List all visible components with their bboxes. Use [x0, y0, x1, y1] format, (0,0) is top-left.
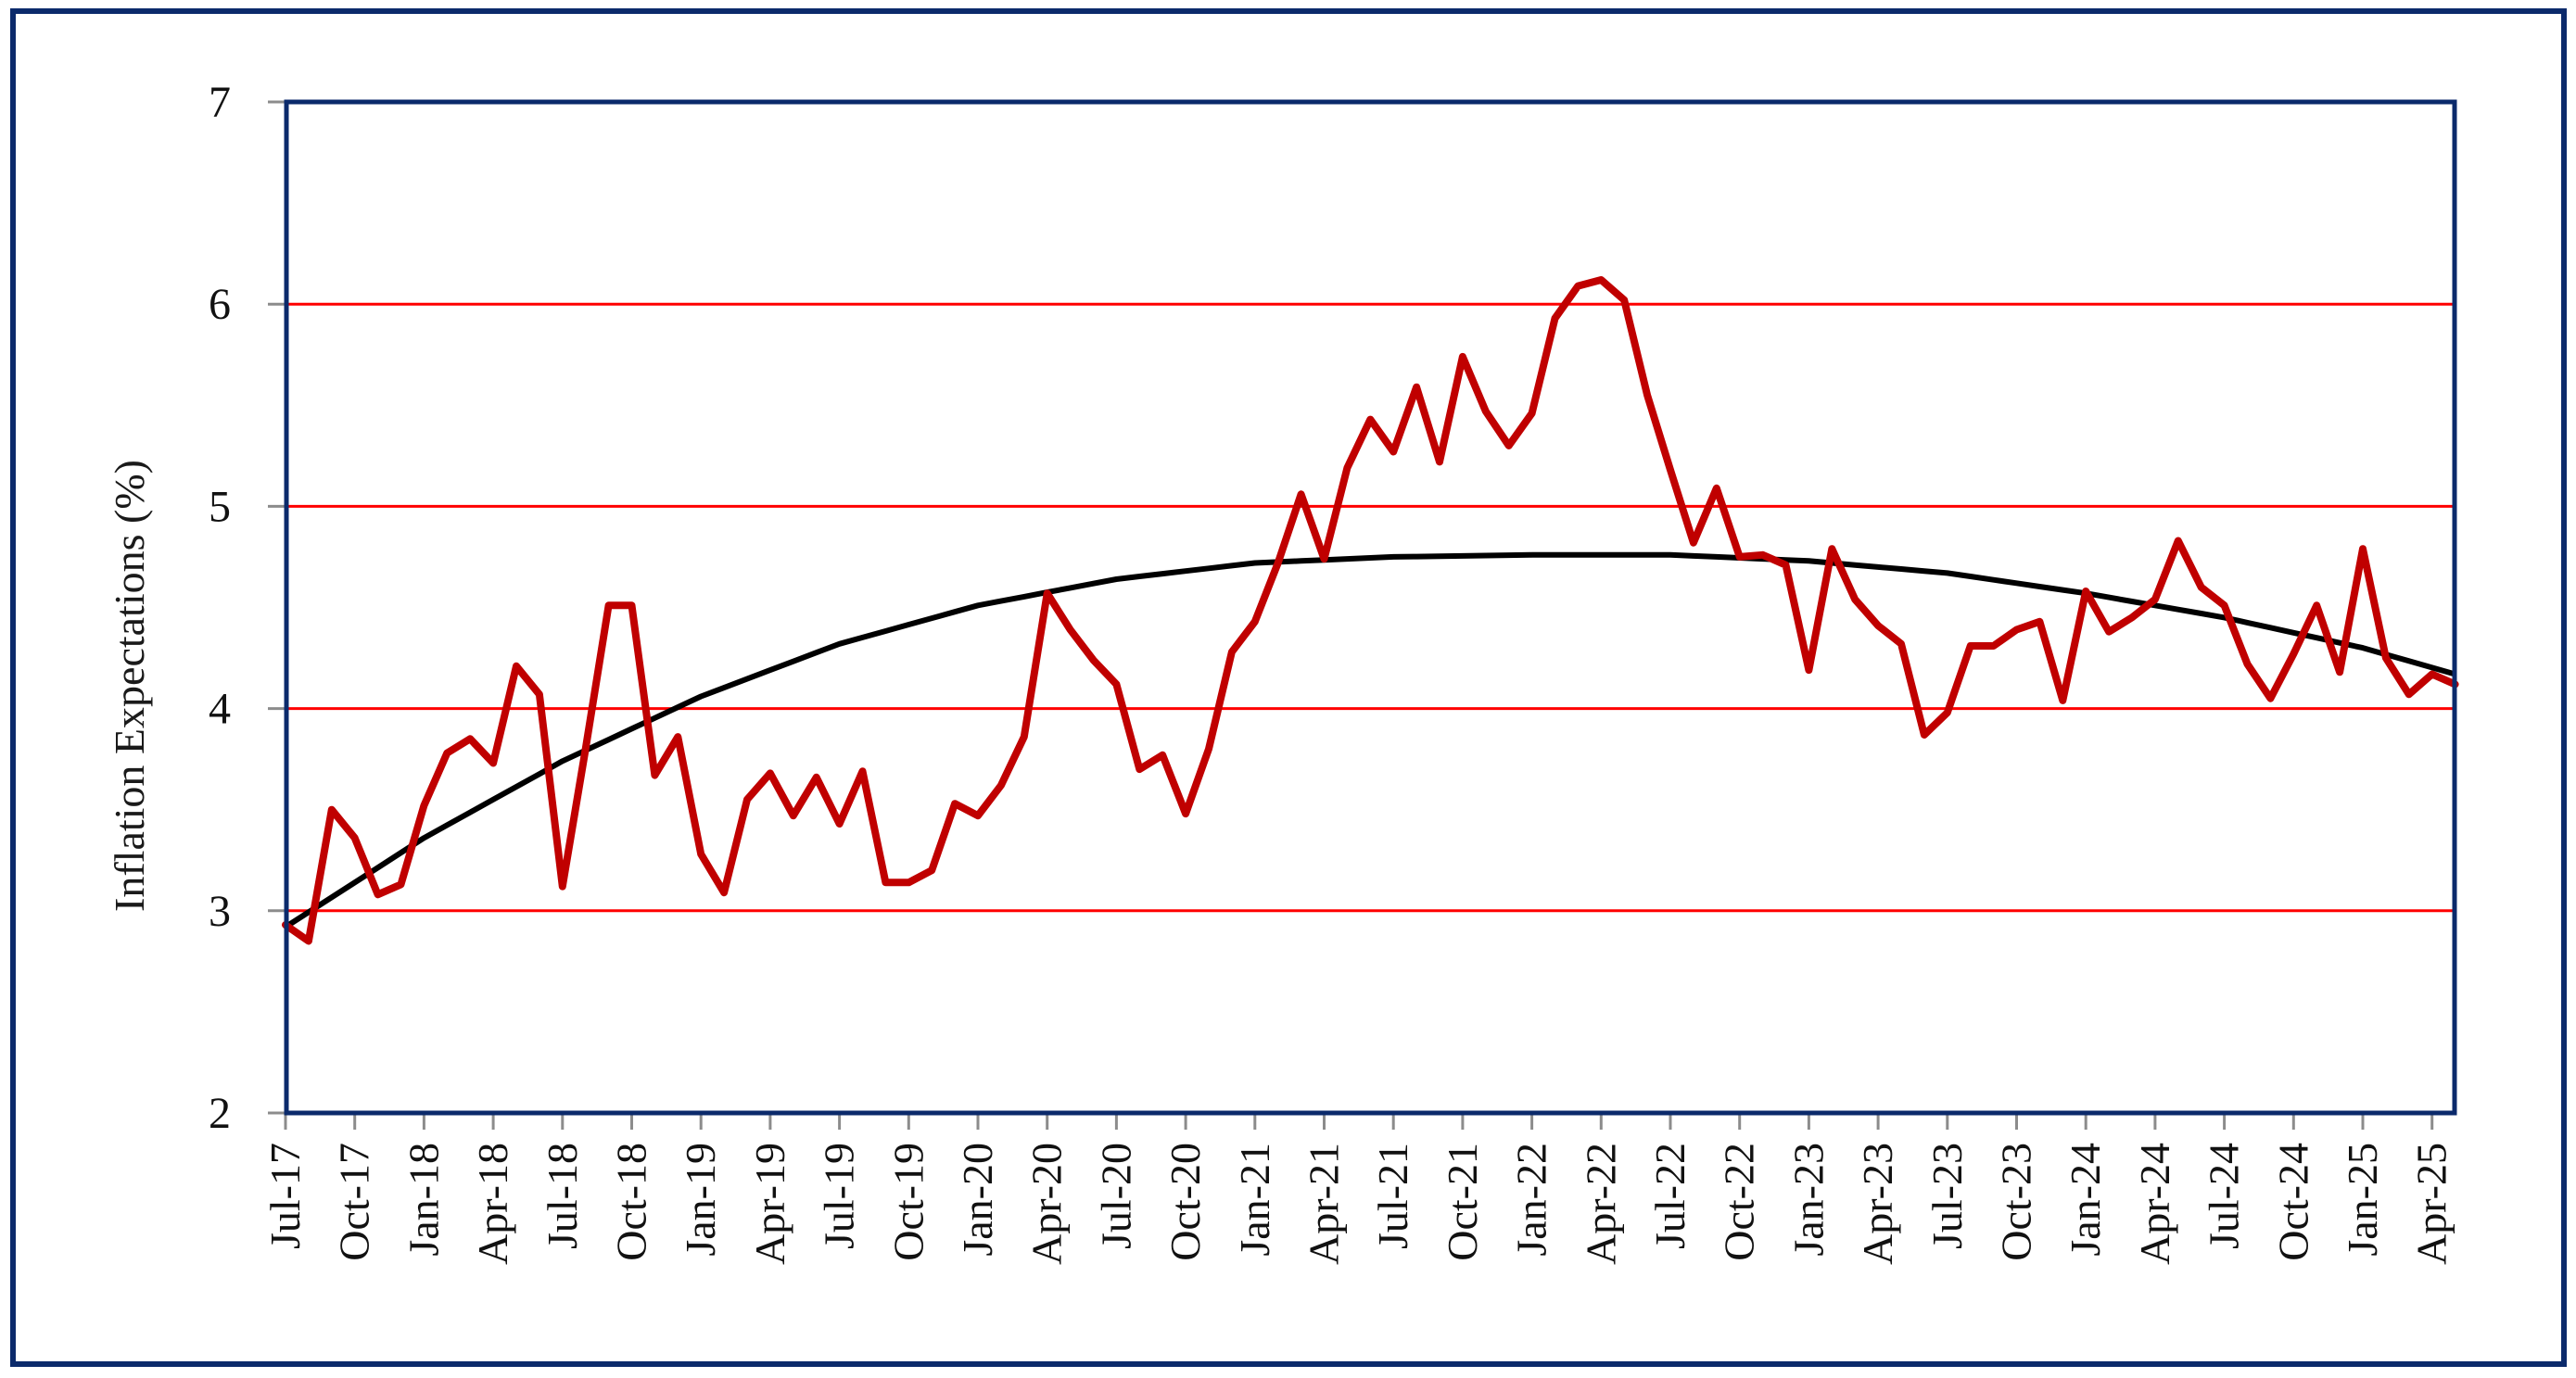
- x-tick-label: Jul-17: [261, 1143, 309, 1249]
- x-tick-label: Oct-18: [608, 1143, 655, 1261]
- x-tick-label: Apr-25: [2408, 1143, 2455, 1265]
- inflation-expectations-line: [282, 276, 2459, 945]
- x-tick-label: Jan-20: [954, 1143, 1001, 1257]
- x-axis-ticks: [284, 1113, 2434, 1130]
- x-tick-label: Jul-24: [2201, 1143, 2248, 1249]
- x-axis-tick-labels: Jul-17 Oct-17 Jan-18 Apr-18 Jul-18 Oct-18 Jan-…: [261, 1143, 2455, 1265]
- x-tick-label: Jan-18: [400, 1143, 447, 1257]
- x-tick-label: Apr-18: [469, 1143, 516, 1265]
- x-tick-label: Apr-22: [1577, 1143, 1624, 1265]
- x-tick-label: Apr-24: [2131, 1143, 2178, 1265]
- x-tick-label: Apr-21: [1301, 1143, 1348, 1265]
- y-axis-title: Inflation Expectations (%): [106, 460, 153, 912]
- x-tick-label: Oct-23: [1993, 1143, 2040, 1261]
- x-tick-label: Jul-21: [1369, 1143, 1416, 1249]
- x-tick-label: Apr-20: [1023, 1143, 1071, 1265]
- plot-area-border: [284, 99, 2457, 1116]
- y-tick-label: 5: [209, 482, 231, 531]
- x-tick-label: Jan-23: [1784, 1143, 1832, 1257]
- x-tick-label: Jul-22: [1646, 1143, 1694, 1249]
- outer-frame: [10, 8, 2567, 1367]
- x-tick-label: Jan-22: [1508, 1143, 1555, 1257]
- x-tick-label: Apr-19: [746, 1143, 793, 1265]
- y-axis-ticks: [268, 100, 286, 1115]
- x-tick-label: Oct-20: [1161, 1143, 1209, 1261]
- x-tick-label: Jul-20: [1092, 1143, 1139, 1249]
- x-tick-label: Jan-24: [2062, 1143, 2109, 1257]
- x-tick-label: Jan-25: [2339, 1143, 2386, 1257]
- x-tick-label: Oct-17: [331, 1143, 378, 1261]
- x-tick-label: Oct-22: [1716, 1143, 1763, 1261]
- x-tick-label: Jul-23: [1923, 1143, 1971, 1249]
- x-tick-label: Oct-21: [1439, 1143, 1486, 1261]
- y-tick-label: 7: [209, 78, 231, 127]
- x-tick-label: Jan-21: [1231, 1143, 1278, 1257]
- y-tick-label: 4: [209, 685, 231, 734]
- x-tick-label: Apr-23: [1854, 1143, 1901, 1265]
- y-axis-tick-labels: 2 3 4 5 6 7: [209, 78, 231, 1138]
- x-tick-label: Jul-19: [816, 1143, 863, 1249]
- y-tick-label: 6: [209, 280, 231, 329]
- x-tick-label: Jan-19: [677, 1143, 724, 1257]
- y-tick-label: 3: [209, 887, 231, 936]
- x-tick-label: Oct-19: [884, 1143, 932, 1261]
- x-tick-label: Jul-18: [539, 1143, 586, 1249]
- y-tick-label: 2: [209, 1089, 231, 1138]
- x-tick-label: Oct-24: [2269, 1143, 2316, 1261]
